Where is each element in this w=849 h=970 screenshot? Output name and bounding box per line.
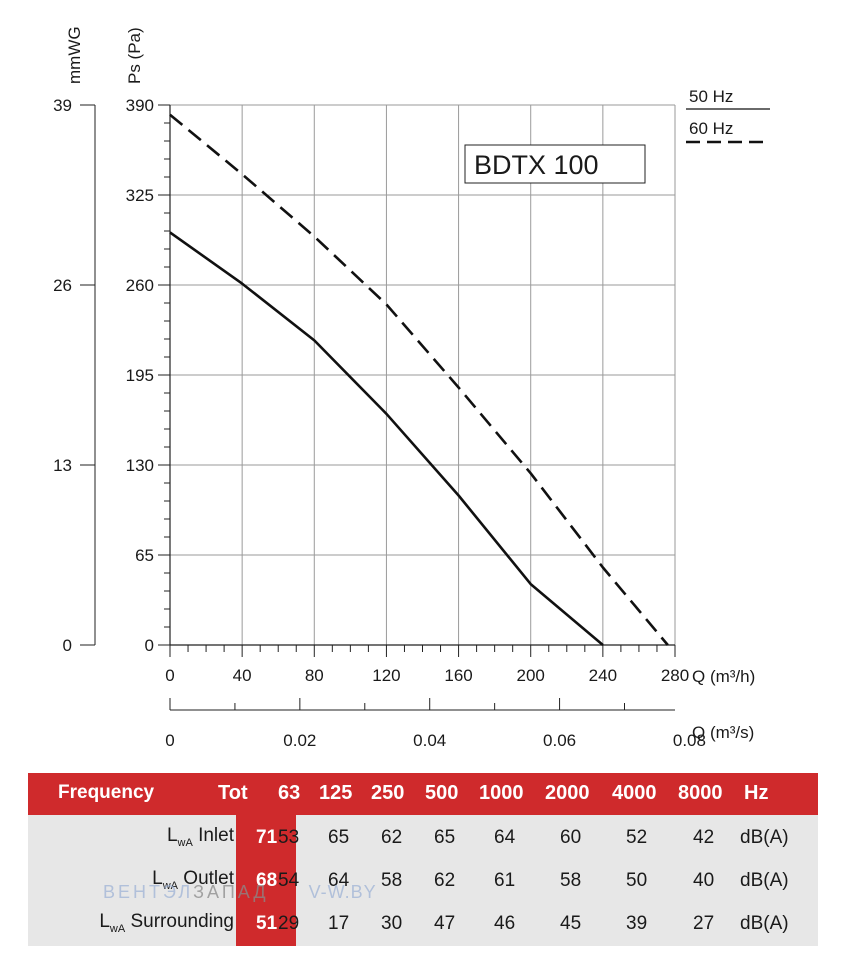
row-value: 62 [381,827,403,848]
header-band: 500 [425,782,459,804]
chart-axes [94,105,675,711]
header-band: 250 [371,782,405,804]
y-left-axis-title: mmWG [65,26,84,84]
x-main-tick-label: 280 [661,666,689,685]
row-tot-value: 51 [256,913,278,934]
x-main-tick-label: 40 [233,666,252,685]
y-left-tick-label: 26 [53,276,72,295]
header-frequency: Frequency [58,782,155,803]
row-value: 58 [381,870,403,891]
row-value: 54 [278,870,300,891]
row-value: 62 [434,870,456,891]
y-main-tick-label: 260 [126,276,154,295]
x-secondary-tick-label: 0.04 [413,731,446,750]
row-unit: dB(A) [740,827,789,848]
row-value: 39 [626,913,648,934]
row-value: 40 [693,870,715,891]
row-unit: dB(A) [740,913,789,934]
legend: 50 Hz 60 Hz [686,87,770,144]
y-left-tick-label: 13 [53,456,72,475]
row-label-surrounding: LwA Surrounding [99,911,234,935]
minor-ticks [80,104,676,710]
row-tot-value: 68 [256,870,278,891]
curves [169,113,669,646]
x-main-tick-label: 240 [589,666,617,685]
row-value: 42 [693,827,715,848]
chart-grid [170,104,676,645]
x-secondary-tick-label: 0.06 [543,731,576,750]
row-value: 65 [328,827,350,848]
x-main-tick-label: 200 [517,666,545,685]
row-value: 58 [560,870,582,891]
x-main-tick-label: 160 [444,666,472,685]
header-band: 63 [278,782,301,804]
y-main-axis-title: Ps (Pa) [125,27,144,84]
header-band: 1000 [479,782,524,804]
x-secondary-tick-label: 0.02 [283,731,316,750]
x-secondary-tick-label: 0.08 [673,731,706,750]
header-band: 125 [319,782,353,804]
row-value: 61 [494,870,516,891]
row-value: 17 [328,913,350,934]
row-unit: dB(A) [740,870,789,891]
row-value: 45 [560,913,582,934]
legend-50hz-label: 50 Hz [689,87,733,106]
header-tot: Tot [218,782,248,804]
header-band: 8000 [678,782,723,804]
header-unit: Hz [744,782,769,804]
model-box [464,144,646,184]
x-main-axis-title: Q (m³/h) [692,667,755,686]
y-main-tick-label: 65 [135,546,154,565]
row-value: 52 [626,827,648,848]
y-main-tick-label: 325 [126,186,154,205]
x-main-tick-label: 0 [165,666,174,685]
row-value: 64 [494,827,516,848]
curve-60hz [169,113,669,646]
legend-60hz-label: 60 Hz [689,119,733,138]
x-secondary-tick-label: 0 [165,731,174,750]
row-value: 29 [278,913,300,934]
row-value: 30 [381,913,403,934]
curve-50hz [169,231,604,646]
tot-column [236,815,296,946]
watermark: ВЕНТЭЛЗАПАД V-W.BY [103,882,377,902]
row-value: 53 [278,827,300,848]
row-value: 50 [626,870,648,891]
row-value: 27 [693,913,715,934]
row-value: 65 [434,827,456,848]
y-left-tick-label: 39 [53,96,72,115]
y-main-tick-label: 0 [145,636,154,655]
y-main-tick-label: 195 [126,366,154,385]
x-main-tick-label: 120 [372,666,400,685]
row-value: 46 [494,913,516,934]
row-label-outlet: LwA Outlet [152,868,234,892]
row-value: 64 [328,870,350,891]
y-left-tick-label: 0 [63,636,72,655]
x-main-tick-label: 80 [305,666,324,685]
table-header-bar [28,773,818,815]
y-main-tick-label: 130 [126,456,154,475]
y-main-tick-label: 390 [126,96,154,115]
sound-power-table: Frequency Tot 63 125 250 500 1000 2000 4… [28,773,818,946]
x-secondary-axis-title: Q (m³/s) [692,723,754,742]
row-label-inlet: LwA Inlet [166,825,234,849]
header-band: 2000 [545,782,590,804]
row-value: 60 [560,827,582,848]
header-band: 4000 [612,782,657,804]
row-tot-value: 71 [256,827,278,848]
model-label: BDTX 100 [474,150,599,180]
row-value: 47 [434,913,456,934]
